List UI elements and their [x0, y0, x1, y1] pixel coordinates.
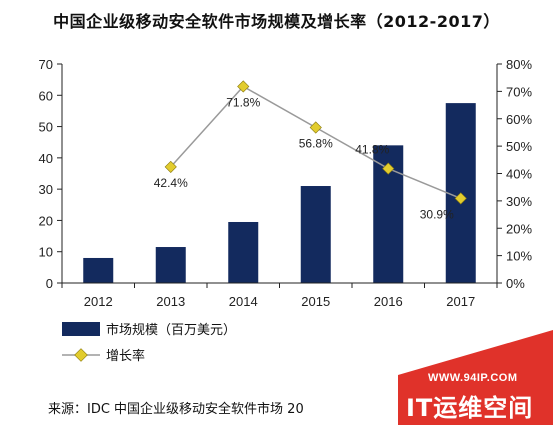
growth-label-2016: 41.8%: [355, 143, 389, 157]
legend-bar-label: 市场规模（百万美元）: [106, 322, 236, 338]
y-left-tick-20: 20: [39, 213, 53, 228]
x-tick-2015: 2015: [301, 294, 330, 309]
x-tick-2014: 2014: [229, 294, 258, 309]
legend-line-marker: [74, 348, 88, 362]
growth-marker-2017: [454, 192, 467, 205]
x-tick-2017: 2017: [446, 294, 475, 309]
y-right-tick-40pct: 40%: [506, 167, 532, 182]
y-left-tick-40: 40: [39, 151, 53, 166]
y-left-tick-50: 50: [39, 120, 53, 135]
y-left-tick-70: 70: [39, 57, 53, 72]
growth-marker-2014: [237, 80, 250, 93]
y-left-tick-10: 10: [39, 245, 53, 260]
growth-marker-2016: [382, 162, 395, 175]
bar-2012: [83, 257, 114, 283]
growth-label-2013: 42.4%: [154, 176, 188, 190]
growth-marker-2015: [309, 121, 322, 134]
axes-layer: 0 10 20 30 40 50 60 70 0% 10% 20% 30% 40% 50% 60% 70% 80…: [39, 57, 533, 309]
bar-2015: [300, 186, 331, 283]
bars-layer: [83, 103, 476, 283]
y-left-tick-60: 60: [39, 88, 53, 103]
y-right-tick-30pct: 30%: [506, 194, 532, 209]
watermark-url: WWW.94IP.COM: [428, 372, 518, 384]
bar-2013: [155, 247, 186, 283]
growth-label-2015: 56.8%: [299, 137, 333, 151]
y-right-tick-50pct: 50%: [506, 139, 532, 154]
source-note: 来源：IDC 中国企业级移动安全软件市场 20: [48, 402, 304, 417]
watermark-text: IT运维空间: [406, 394, 534, 422]
legend-line-label: 增长率: [106, 348, 145, 364]
x-tick-2012: 2012: [84, 294, 113, 309]
y-left-tick-30: 30: [39, 182, 53, 197]
y-left-tick-0: 0: [46, 276, 53, 291]
legend-bar-swatch: [62, 322, 100, 336]
growth-line-layer: [164, 80, 467, 205]
growth-label-2017: 30.9%: [420, 207, 454, 221]
y-right-tick-70pct: 70%: [506, 84, 532, 99]
data-labels-layer: 42.4% 71.8% 56.8% 41.8% 30.9%: [154, 95, 454, 221]
y-right-tick-10pct: 10%: [506, 249, 532, 264]
growth-label-2014: 71.8%: [226, 95, 260, 109]
y-right-tick-60pct: 60%: [506, 112, 532, 127]
watermark-ribbon: [398, 330, 553, 425]
y-right-tick-80pct: 80%: [506, 57, 532, 72]
growth-marker-2013: [164, 160, 177, 174]
y-right-tick-20pct: 20%: [506, 221, 532, 236]
legend: 市场规模（百万美元） 增长率: [62, 322, 236, 364]
y-right-tick-0pct: 0%: [506, 276, 525, 291]
x-tick-2013: 2013: [156, 294, 185, 309]
bar-2014: [228, 221, 259, 283]
x-tick-2016: 2016: [374, 294, 403, 309]
chart-title: 中国企业级移动安全软件市场规模及增长率（2012-2017）: [53, 12, 500, 31]
